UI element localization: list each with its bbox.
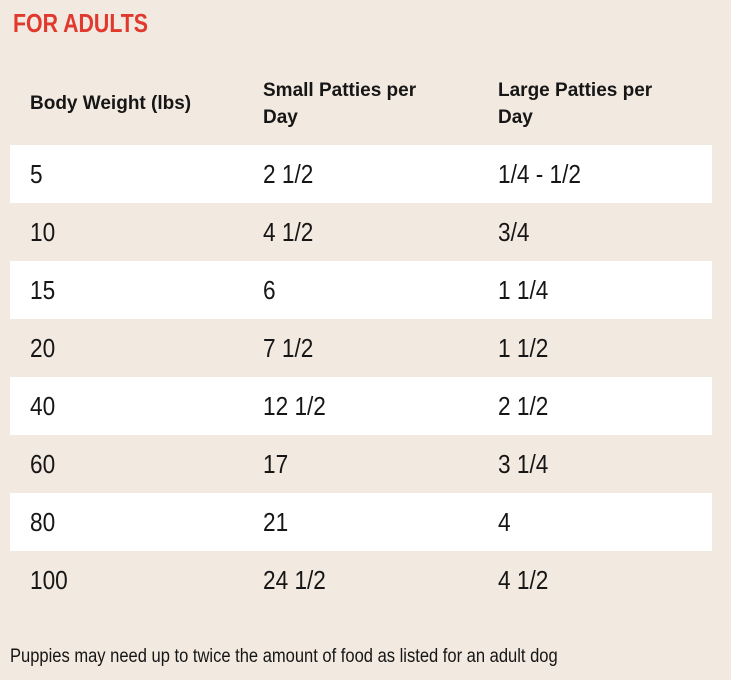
cell-body-weight: 40 (30, 391, 56, 422)
cell-small-patties: 4 1/2 (263, 217, 314, 248)
cell-body-weight: 10 (30, 217, 56, 248)
cell-large-patties: 3/4 (498, 217, 530, 248)
table-row: 60 17 3 1/4 (10, 435, 712, 493)
table-row: 100 24 1/2 4 1/2 (10, 551, 712, 609)
cell-small-patties: 2 1/2 (263, 159, 314, 190)
cell-large-patties: 1 1/2 (498, 333, 549, 364)
footnote-text: Puppies may need up to twice the amount … (10, 646, 558, 668)
table-row: 5 2 1/2 1/4 - 1/2 (10, 145, 712, 204)
cell-body-weight: 80 (30, 507, 56, 538)
table-row: 10 4 1/2 3/4 (10, 203, 712, 261)
cell-body-weight: 15 (30, 275, 56, 306)
cell-small-patties: 6 (263, 275, 276, 306)
cell-body-weight: 60 (30, 449, 56, 480)
table-row: 80 21 4 (10, 493, 712, 552)
cell-small-patties: 12 1/2 (263, 391, 326, 422)
cell-large-patties: 4 (498, 507, 511, 538)
cell-large-patties: 1/4 - 1/2 (498, 159, 582, 190)
cell-large-patties: 3 1/4 (498, 449, 549, 480)
table-row: 15 6 1 1/4 (10, 261, 712, 320)
table-header-row: Body Weight (lbs) Small Patties per Day … (10, 78, 712, 131)
cell-small-patties: 7 1/2 (263, 333, 314, 364)
header-large-patties: Large Patties per Day (498, 80, 653, 128)
cell-body-weight: 5 (30, 159, 43, 190)
section-title-text: FOR ADULTS (13, 8, 149, 38)
cell-small-patties: 17 (263, 449, 289, 480)
feeding-table: Body Weight (lbs) Small Patties per Day … (0, 78, 731, 609)
cell-body-weight: 100 (30, 565, 68, 596)
header-body-weight: Body Weight (lbs) (30, 93, 192, 115)
cell-large-patties: 1 1/4 (498, 275, 549, 306)
cell-body-weight: 20 (30, 333, 56, 364)
footnote: Puppies may need up to twice the amount … (10, 646, 731, 669)
cell-small-patties: 21 (263, 507, 289, 538)
cell-large-patties: 2 1/2 (498, 391, 549, 422)
header-small-patties: Small Patties per Day (263, 80, 417, 128)
section-title: FOR ADULTS (0, 0, 731, 36)
table-row: 40 12 1/2 2 1/2 (10, 377, 712, 436)
table-row: 20 7 1/2 1 1/2 (10, 319, 712, 377)
table-body: 5 2 1/2 1/4 - 1/2 10 4 1/2 3/4 15 6 1 1/… (10, 145, 712, 609)
cell-small-patties: 24 1/2 (263, 565, 326, 596)
cell-large-patties: 4 1/2 (498, 565, 549, 596)
